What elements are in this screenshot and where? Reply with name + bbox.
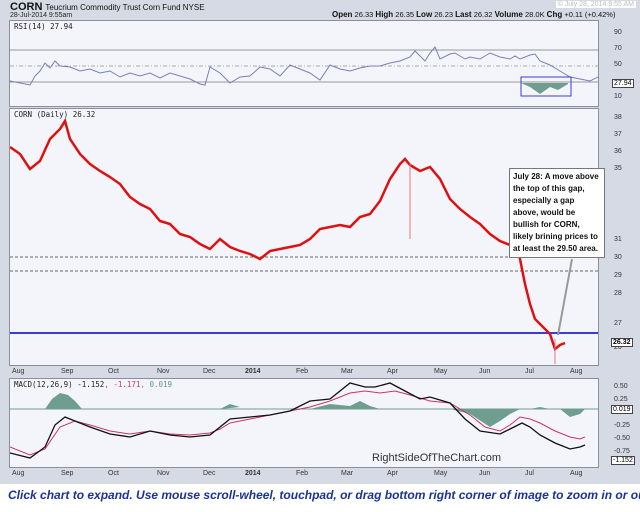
macd-axis: 0.50 0.25 -0.25 -0.50 -0.75 -1.00	[614, 383, 630, 466]
macd-plot	[10, 382, 598, 459]
watermark: RightSideOfTheChart.com	[372, 452, 501, 464]
symbol-name: Teucrium Commodity Trust Corn Fund NYSE	[45, 3, 205, 12]
price-label: CORN (Daily) 26.32	[14, 110, 96, 119]
rsi-value-tag: 27.94	[612, 79, 634, 88]
x-axis-macd: Aug Sep Oct Nov Dec 2014 Feb Mar Apr May Jun Jul Aug	[12, 470, 583, 477]
chart-frame[interactable]: CORN Teucrium Commodity Trust Corn Fund N…	[0, 0, 640, 484]
x-axis-price: Aug Sep Oct Nov Dec 2014 Feb Mar Apr May Jun Jul Aug	[12, 368, 583, 375]
rsi-axis: 90 70 50 10	[614, 29, 622, 100]
footer-instructions: Click chart to expand. Use mouse scroll-…	[8, 488, 640, 502]
symbol: CORN Teucrium Commodity Trust Corn Fund N…	[10, 1, 205, 13]
macd-pane: MACD(12,26,9) -1.152, -1.171, 0.019	[9, 378, 599, 468]
ohlc-summary: Open 26.33 High 26.35 Low 26.23 Last 26.…	[332, 10, 616, 19]
rsi-pane: RSI(14) 27.94	[9, 20, 599, 107]
chart-header: CORN Teucrium Commodity Trust Corn Fund N…	[0, 0, 640, 20]
rsi-label: RSI(14) 27.94	[14, 22, 73, 31]
rsi-plot	[10, 46, 598, 97]
macd-hist-tag: 0.019	[611, 405, 633, 414]
price-value-tag: 26.32	[611, 338, 633, 347]
price-axis: 38 37 36 35 31 30 29 28 27 26	[614, 114, 622, 351]
timestamp: © July 28, 2014 9:55 AM	[555, 1, 636, 8]
macd-label: MACD(12,26,9) -1.152, -1.171, 0.019	[14, 380, 173, 389]
annotation-callout: July 28: A move above the top of this ga…	[509, 168, 605, 258]
macd-value-tag: -1.152	[611, 456, 635, 465]
chart-date: 28-Jul-2014 9:55am	[10, 12, 73, 19]
